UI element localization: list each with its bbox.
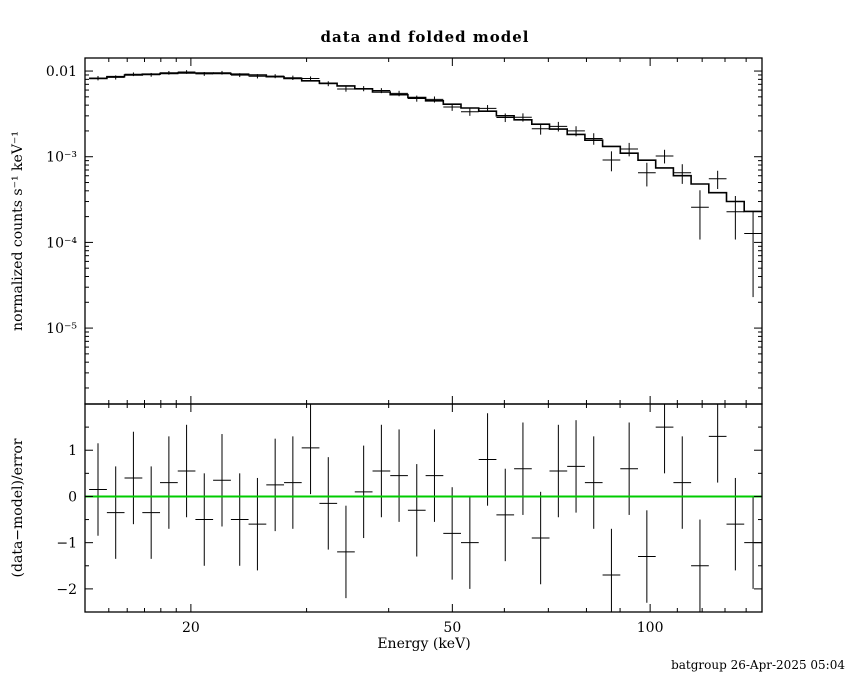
svg-text:20: 20 [182, 620, 200, 636]
svg-text:−1: −1 [56, 536, 77, 552]
svg-text:10⁻³: 10⁻³ [46, 150, 77, 166]
residual-points [89, 404, 762, 612]
y-axis-label-top: normalized counts s⁻¹ keV⁻¹ [10, 131, 26, 331]
data-points [89, 70, 762, 298]
svg-text:100: 100 [637, 620, 664, 636]
svg-text:50: 50 [443, 620, 461, 636]
plot-title: data and folded model [321, 28, 530, 46]
model-step-line [89, 72, 762, 213]
plot-render-root: 20 50 100 0.01 10⁻³ 10⁻⁴ 10⁻⁵ 1 0 −1 −2 [46, 57, 763, 636]
x-axis-label: Energy (keV) [377, 636, 470, 652]
axes-and-ticks [84, 57, 763, 613]
svg-text:10⁻⁴: 10⁻⁴ [46, 235, 77, 251]
svg-text:10⁻⁵: 10⁻⁵ [46, 321, 77, 337]
timestamp-label: batgroup 26-Apr-2025 05:04 [671, 658, 845, 672]
y-axis-label-bottom: (data−model)/error [10, 438, 26, 577]
svg-text:−2: −2 [56, 582, 77, 598]
svg-text:0.01: 0.01 [46, 64, 77, 80]
svg-text:1: 1 [68, 443, 77, 459]
svg-text:0: 0 [68, 489, 77, 505]
tick-labels: 20 50 100 0.01 10⁻³ 10⁻⁴ 10⁻⁵ 1 0 −1 −2 [46, 64, 664, 636]
